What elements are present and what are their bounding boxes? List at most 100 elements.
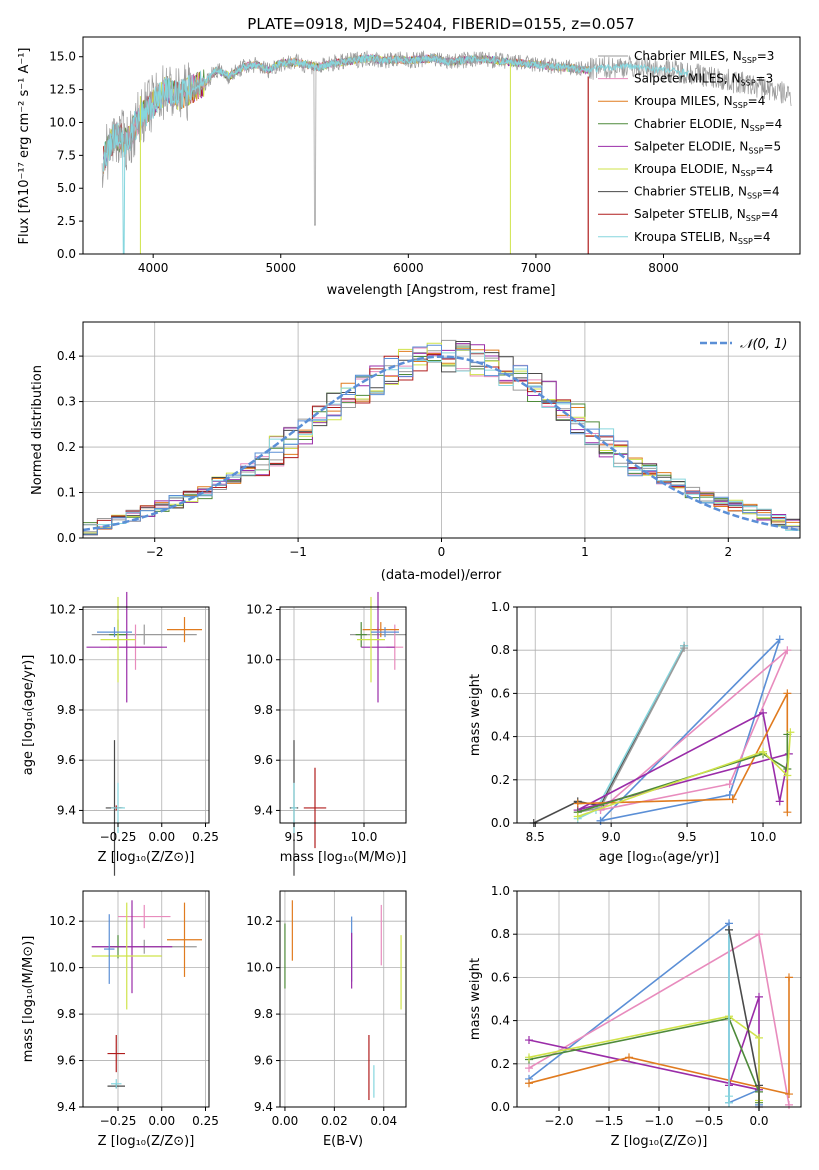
legend-text: Chabrier MILES, N: [634, 49, 742, 63]
mw-age-marker: [775, 797, 784, 806]
legend-count: =3: [756, 72, 774, 86]
legend-count: =4: [753, 230, 771, 244]
mw-z-marker: [755, 1033, 763, 1042]
spectrum-ytick-label: 7.5: [57, 148, 76, 162]
mw-z-marker: [785, 1100, 793, 1109]
mw-z-marker: [525, 1064, 533, 1073]
spectrum-xtick-label: 8000: [648, 261, 679, 275]
spectrum-ylabel: Flux [fλ10⁻¹⁷ erg cm⁻² s⁻¹ A⁻¹]: [17, 48, 32, 245]
spectrum-ytick-label: 0.0: [57, 247, 76, 261]
mw-age-marker: [759, 708, 768, 717]
spectrum-legend-label: Chabrier ELODIE, NSSP=4: [634, 117, 782, 133]
mw-z-marker: [725, 1092, 733, 1101]
legend-text: Chabrier STELIB, N: [634, 185, 747, 199]
mw-age-xtick-label: 10.0: [750, 830, 777, 844]
mw-z-marker: [525, 1036, 533, 1045]
mw-age-series-chabrier-miles: [577, 647, 685, 813]
mass-z-ytick-label: 9.6: [57, 1054, 76, 1068]
spectrum-legend-label: Salpeter MILES, NSSP=3: [634, 72, 773, 88]
mw-z-ylabel: mass weight: [468, 958, 483, 1040]
legend-text: Salpeter ELODIE, N: [634, 139, 748, 153]
mass-ebv-ytick-label: 10.2: [246, 914, 273, 928]
mw-age-ytick-label: 0.2: [491, 773, 510, 787]
mw-z-xlabel: Z [log₁₀(Z/Z⊙)]: [611, 1134, 708, 1149]
mw-z-series-kroupa-miles: [528, 977, 790, 1096]
spectrum-legend-label: Salpeter ELODIE, NSSP=5: [634, 139, 781, 155]
mass-ebv-grid: [280, 891, 406, 1108]
age-z-ytick-label: 9.6: [57, 753, 76, 767]
mw-age-series-kroupa-elodie: [577, 732, 792, 818]
residual-ytick-label: 0.3: [57, 395, 76, 409]
legend-subscript: SSP: [746, 214, 761, 223]
mw-z-marker: [785, 973, 793, 982]
age-z-xtick-label: 0.00: [148, 830, 175, 844]
mw-age-series-salpeter-elodie: [577, 711, 790, 811]
legend-subscript: SSP: [741, 79, 756, 88]
age-z-ytick-label: 10.2: [49, 603, 76, 617]
mw-age-series-chabrier-elodie: [577, 734, 789, 813]
mw-z-ytick-label: 0.8: [491, 927, 510, 941]
mw-age-ylabel: mass weight: [468, 674, 483, 756]
mw-age-marker: [596, 816, 605, 825]
age-z-ytick-label: 10.0: [49, 653, 76, 667]
mass-z-panel: −0.25 0.00 0.25 9.4 9.6 9.8 10.0 10.2 Z [log₁₀(Z…: [21, 890, 219, 1149]
mw-age-marker: [786, 728, 795, 737]
legend-count: =4: [762, 185, 780, 199]
residual-ytick-label: 0.2: [57, 440, 76, 454]
spectrum-legend-label: Kroupa STELIB, NSSP=4: [634, 230, 771, 246]
spectrum-xtick-label: 4000: [138, 261, 169, 275]
residual-ytick-label: 0.4: [57, 349, 76, 363]
legend-text: Kroupa MILES, N: [634, 94, 733, 108]
spectrum-xtick-label: 5000: [265, 261, 296, 275]
mw-age-ytick-label: 0.8: [491, 643, 510, 657]
legend-text: Salpeter MILES, N: [634, 72, 741, 86]
mass-ebv-ytick-label: 9.8: [254, 1007, 273, 1021]
mass-z-ytick-label: 10.0: [49, 961, 76, 975]
age-mass-ytick-label: 9.8: [254, 703, 273, 717]
residual-ytick-label: 0.1: [57, 486, 76, 500]
mw-age-ytick-label: 0.0: [491, 816, 510, 830]
mass-z-xtick-label: 0.25: [192, 1114, 219, 1128]
mw-z-series-salpeter-elodie: [528, 996, 760, 1091]
age-mass-xlabel: mass [log₁₀(M/M⊙)]: [280, 850, 407, 865]
mass-z-ylabel: mass [log₁₀(M/M⊙)]: [21, 936, 36, 1063]
legend-count: =4: [761, 207, 779, 221]
residual-ytick-label: 0.0: [57, 531, 76, 545]
residual-ylabel: Normed distribution: [30, 365, 45, 495]
mw-z-xtick-label: 0.0: [749, 1114, 768, 1128]
legend-count: =4: [765, 117, 783, 131]
spectrum-ytick-label: 5.0: [57, 181, 76, 195]
age-mass-ytick-label: 9.6: [254, 753, 273, 767]
spectrum-ytick-label: 12.5: [49, 83, 76, 97]
mw-age-marker: [783, 808, 792, 817]
mw-z-xtick-label: −0.5: [694, 1114, 723, 1128]
legend-subscript: SSP: [733, 101, 748, 110]
mass-ebv-ytick-label: 9.6: [254, 1054, 273, 1068]
mass-z-ytick-label: 10.2: [49, 914, 76, 928]
legend-count: =4: [748, 94, 766, 108]
residual-legend-label: 𝒩(0, 1): [740, 337, 787, 352]
age-mass-ytick-label: 10.2: [246, 603, 273, 617]
age-z-xtick-label: 0.25: [192, 830, 219, 844]
legend-subscript: SSP: [738, 237, 753, 246]
mass-ebv-xtick-label: 0.00: [272, 1114, 299, 1128]
mass-z-marks: [91, 900, 202, 1089]
residual-xtick-label: −2: [146, 545, 164, 559]
age-mass-xtick-label: 10.0: [351, 830, 378, 844]
spectrum-model-kroupa-stelib-main: [102, 53, 690, 255]
age-mass-panel: 9.5 10.0 9.4 9.6 9.8 10.0 10.2 mass [log₁₀(M/M⊙…: [246, 591, 407, 876]
age-mass-axes-frame: [279, 606, 407, 824]
mw-z-marks: [525, 919, 793, 1111]
spectrum-ytick-label: 15.0: [49, 50, 76, 64]
residual-xtick-label: −1: [289, 545, 307, 559]
small-panels: −0.25 0.00 0.25 9.4 9.6 9.8 10.0 10.2 Z [log₁₀(Z…: [21, 591, 802, 1149]
mw-z-ytick-label: 0.2: [491, 1057, 510, 1071]
mw-z-marker: [785, 1090, 793, 1099]
age-z-xtick-label: −0.25: [100, 830, 137, 844]
mw-z-axes-frame: [516, 890, 802, 1108]
mw-age-marker: [783, 646, 792, 655]
age-z-panel: −0.25 0.00 0.25 9.4 9.6 9.8 10.0 10.2 Z [log₁₀(Z…: [21, 591, 219, 876]
mw-z-marker: [525, 1079, 533, 1088]
legend-text: Kroupa STELIB, N: [634, 230, 738, 244]
